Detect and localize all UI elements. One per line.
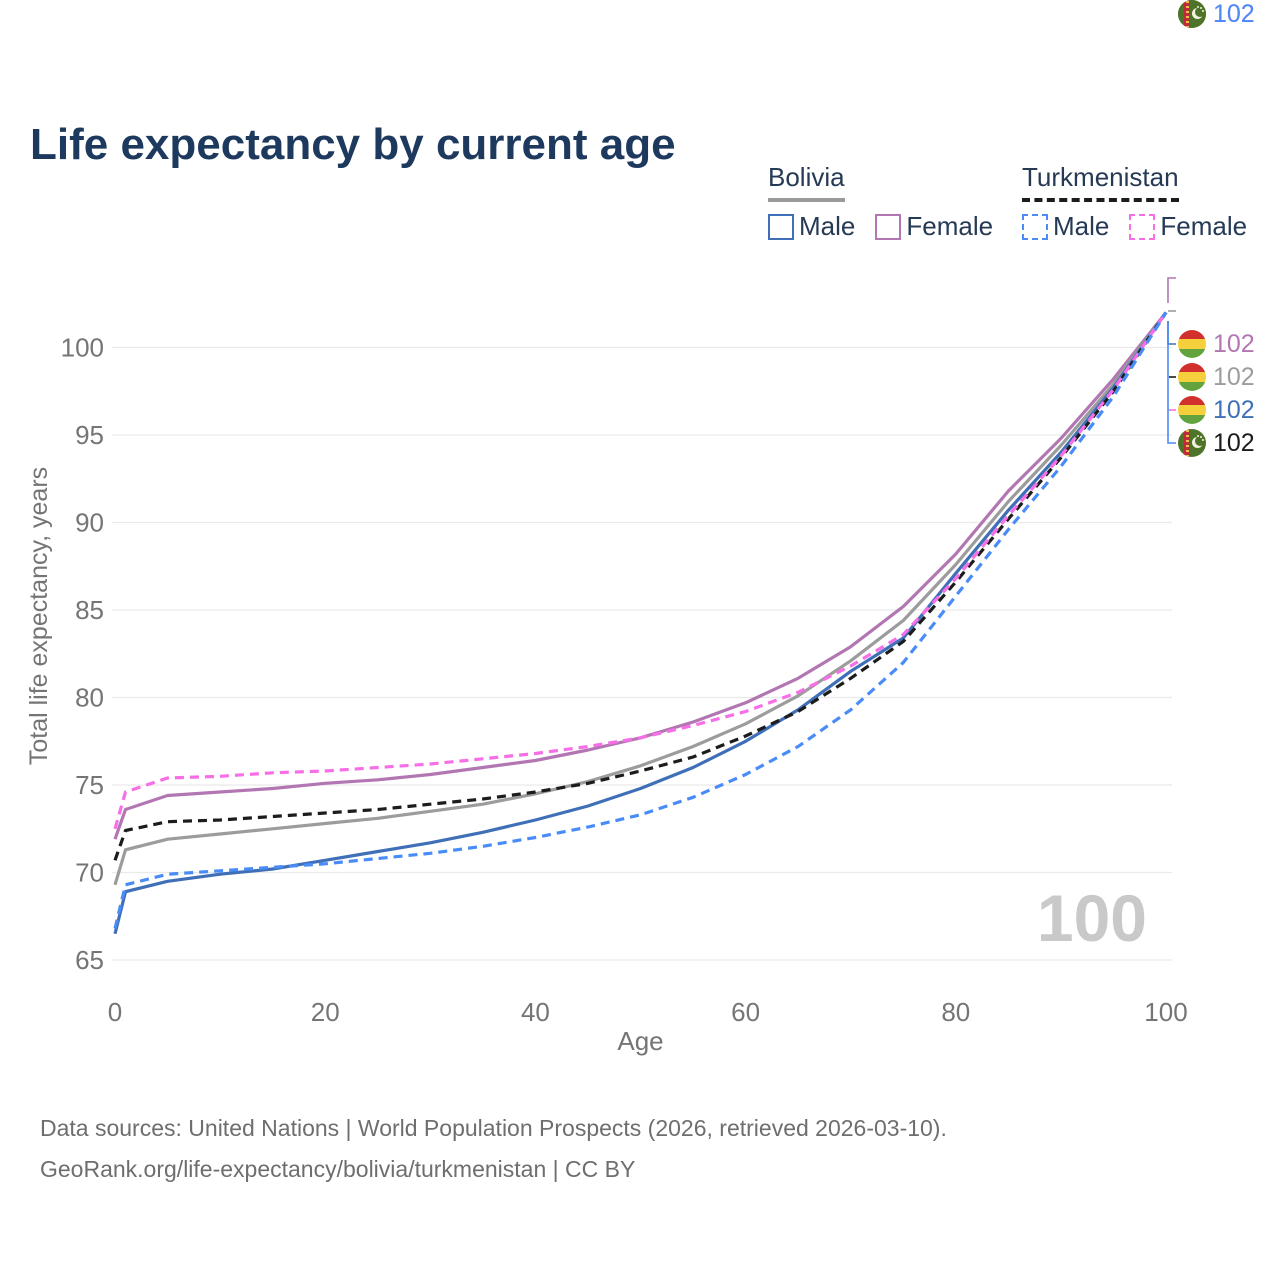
bolivia-flag-icon (1178, 363, 1206, 391)
end-label-bolivia-both: 102 (1178, 363, 1255, 391)
bolivia-flag-icon (1178, 330, 1206, 358)
legend-header-turkmenistan: Turkmenistan (1022, 162, 1179, 202)
turkmenistan-flag-icon (1178, 0, 1206, 28)
legend-group-turkmenistan: Turkmenistan Male Female (1022, 162, 1247, 242)
bolivia-flag-icon (1178, 396, 1206, 424)
end-label-turkmenistan-both: 102 (1178, 429, 1255, 457)
y-axis-title: Total life expectancy, years (25, 467, 53, 765)
svg-text:40: 40 (521, 997, 550, 1027)
series-line (113, 311, 1168, 830)
svg-text:0: 0 (108, 997, 122, 1027)
series-lines (113, 311, 1168, 935)
y-gridlines (112, 346, 1172, 961)
svg-text:80: 80 (75, 683, 104, 713)
svg-text:70: 70 (75, 858, 104, 888)
svg-text:65: 65 (75, 945, 104, 975)
svg-text:60: 60 (731, 997, 760, 1027)
svg-text:75: 75 (75, 770, 104, 800)
svg-text:100: 100 (1144, 997, 1187, 1027)
legend-item-label: Female (906, 211, 994, 241)
legend-item-turkmenistan-male[interactable]: Male (1022, 211, 1109, 242)
legend-item-bolivia-female[interactable]: Female (875, 211, 993, 242)
x-axis-title: Age (617, 1026, 663, 1056)
end-label-leader-lines (1167, 277, 1176, 444)
page-title: Life expectancy by current age (30, 120, 676, 170)
data-sources-line: Data sources: United Nations | World Pop… (40, 1115, 947, 1141)
svg-text:90: 90 (75, 508, 104, 538)
attribution: Data sources: United Nations | World Pop… (40, 1108, 947, 1190)
end-label-turkmenistan-male: 102 (1178, 0, 1255, 28)
series-line (113, 311, 1168, 861)
series-line (113, 311, 1168, 840)
end-label-value: 102 (1213, 428, 1255, 457)
series-line (113, 311, 1168, 886)
svg-text:95: 95 (75, 420, 104, 450)
legend-item-label: Male (1053, 211, 1110, 241)
series-line (113, 311, 1168, 929)
legend-item-label: Female (1160, 211, 1248, 241)
legend-group-bolivia: Bolivia Male Female (768, 162, 993, 242)
svg-text:85: 85 (75, 595, 104, 625)
end-label-value: 102 (1213, 395, 1255, 424)
end-label-bolivia-female: 102 (1178, 330, 1255, 358)
legend-item-bolivia-male[interactable]: Male (768, 211, 855, 242)
legend-item-turkmenistan-female[interactable]: Female (1129, 211, 1247, 242)
bolivia-female-swatch-icon (875, 213, 902, 240)
series-line (113, 311, 1168, 935)
svg-text:100: 100 (61, 333, 104, 363)
turkmenistan-male-swatch-icon (1022, 213, 1048, 240)
y-axis-tick-labels: 65 70 75 80 85 90 95 100 (61, 333, 104, 976)
end-label-value: 102 (1213, 329, 1255, 358)
end-label-bolivia-male: 102 (1178, 396, 1255, 424)
x-axis-tick-labels: 0 20 40 60 80 100 (108, 997, 1188, 1027)
legend-header-bolivia: Bolivia (768, 162, 845, 202)
turkmenistan-flag-icon (1178, 429, 1206, 457)
end-label-value: 102 (1213, 0, 1255, 28)
legend-item-label: Male (799, 211, 856, 241)
turkmenistan-female-swatch-icon (1129, 213, 1156, 240)
source-url-line: GeoRank.org/life-expectancy/bolivia/turk… (40, 1155, 636, 1182)
end-label-value: 102 (1213, 0, 1255, 28)
bolivia-male-swatch-icon (768, 213, 794, 240)
end-label-value: 102 (1213, 362, 1255, 391)
svg-text:20: 20 (311, 997, 340, 1027)
watermark: 100 (1037, 881, 1147, 955)
svg-text:80: 80 (941, 997, 970, 1027)
